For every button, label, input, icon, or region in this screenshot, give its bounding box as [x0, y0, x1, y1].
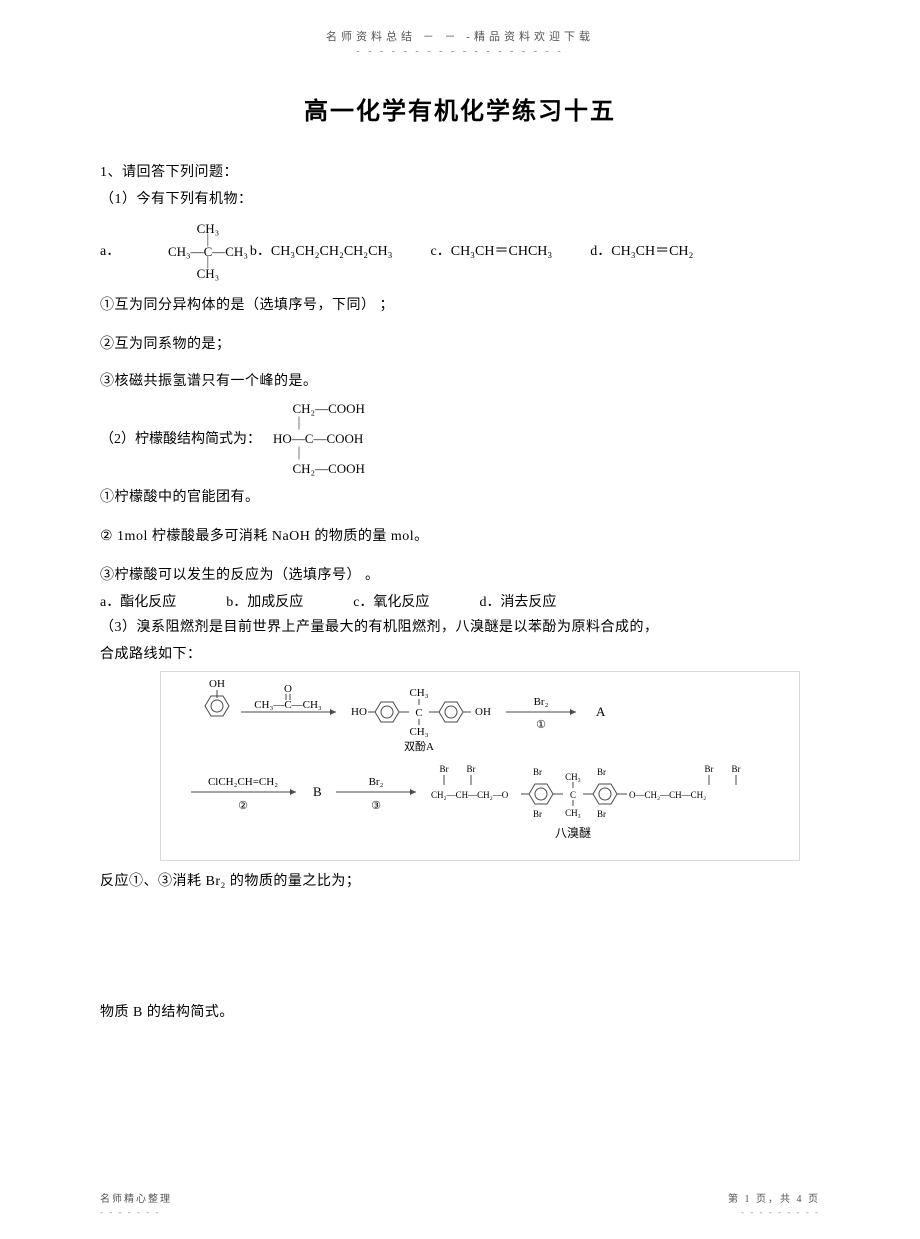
q-br: 反应①、③消耗 Br₂ 的物质的量之比为；: [100, 871, 820, 892]
opt-c: c．氧化反应: [353, 592, 429, 613]
opt-b: b．CH₃CH₂CH₂CH₂CH₃: [250, 241, 393, 262]
opt-d: d．消去反应: [479, 592, 556, 613]
q1-p1: （1）今有下列有机物：: [100, 189, 820, 210]
p3-l1: （3）溴系阻燃剂是目前世界上产量最大的有机阻燃剂，八溴醚是以苯酚为原料合成的，: [100, 617, 820, 638]
product-a: A: [596, 704, 606, 719]
header-dashes: - - - - - - - - - - - - - - - - - -: [100, 46, 820, 57]
br-3: Br: [533, 767, 542, 777]
p2-options: a．酯化反应 b．加成反应 c．氧化反应 d．消去反应: [100, 592, 820, 613]
mid-ch3-t: CH₃: [565, 772, 581, 782]
br-6: Br: [597, 809, 606, 819]
br-5: Br: [597, 767, 606, 777]
reagent2: ClCH₂CH=CH₂: [208, 776, 278, 788]
br-1: Br: [440, 764, 449, 774]
footer-left: 名师精心整理: [100, 1190, 172, 1205]
footer-right: 第 1 页，共 4 页: [728, 1190, 820, 1205]
citric-row: （2）柠檬酸结构简式为： CH₂—COOH ｜ HO—C—COOH ｜ CH₂—…: [100, 402, 820, 477]
footer-right-dash: - - - - - - - - -: [741, 1207, 820, 1217]
oh-right: OH: [475, 706, 491, 718]
header-text: 名师资料总结 － － -精品资料欢迎下载: [100, 28, 820, 44]
acetone-o: O: [284, 683, 292, 695]
q1-sub3: ③核磁共振氢谱只有一个峰的是。: [100, 371, 820, 392]
citric-structure: CH₂—COOH ｜ HO—C—COOH ｜ CH₂—COOH: [273, 402, 365, 477]
struct-a-bot: CH₃: [168, 267, 248, 281]
opt-a-label: a．: [100, 241, 114, 262]
reaction-scheme: OH O CH₃—C—CH₃ HO CH₃ C CH₃: [160, 671, 800, 861]
br2-3: Br₂: [369, 776, 384, 788]
ho-left: HO: [351, 706, 367, 718]
circle3: ③: [371, 800, 381, 812]
bp-ch3-top: CH₃: [409, 687, 428, 699]
br2-1: Br₂: [534, 696, 549, 708]
left-chain: CH₂—CH—CH₂—O: [431, 790, 509, 800]
page-title: 高一化学有机化学练习十五: [100, 91, 820, 126]
citric-l1: CH₂—COOH: [293, 401, 365, 416]
br-7: Br: [705, 764, 714, 774]
q1-prompt: 1、请回答下列问题：: [100, 162, 820, 183]
opt-c: c．CH₃CH＝CHCH₃: [431, 241, 553, 262]
q1-sub2: ②互为同系物的是；: [100, 334, 820, 355]
br-2: Br: [467, 764, 476, 774]
p2-sub3: ③柠檬酸可以发生的反应为（选填序号） 。: [100, 565, 820, 586]
mid-c: C: [570, 790, 576, 800]
p3-l2: 合成路线如下：: [100, 644, 820, 665]
bp-c: C: [415, 707, 422, 719]
q1-sub1: ①互为同分异构体的是（选填序号，下同） ；: [100, 295, 820, 316]
q-b: 物质 B 的结构简式。: [100, 1002, 820, 1023]
circle1: ①: [536, 719, 546, 731]
phenol-oh: OH: [209, 678, 225, 690]
footer-left-dash: - - - - - - -: [100, 1207, 160, 1217]
right-chain: O—CH₂—CH—CH₂: [629, 790, 706, 800]
p2-label: （2）柠檬酸结构简式为：: [100, 429, 261, 450]
bisphenol-label: 双酚A: [404, 739, 434, 753]
br-8: Br: [732, 764, 741, 774]
p2-sub2: ② 1mol 柠檬酸最多可消耗 NaOH 的物质的量 mol。: [100, 526, 820, 547]
opt-b: b．加成反应: [226, 592, 303, 613]
structures-row: a． CH₃ ｜ CH₃—C—CH₃ ｜ CH₃ b．CH₃CH₂CH₂CH₂C…: [100, 222, 820, 281]
struct-a: CH₃ ｜ CH₃—C—CH₃ ｜ CH₃: [168, 222, 248, 281]
opt-d: d．CH₃CH＝CH₂: [590, 241, 693, 262]
intermediate-b: B: [313, 784, 322, 799]
opt-a: a．酯化反应: [100, 592, 176, 613]
product-label: 八溴醚: [555, 826, 591, 840]
citric-l3: CH₂—COOH: [293, 461, 365, 476]
br-4: Br: [533, 809, 542, 819]
p2-sub1: ①柠檬酸中的官能团有。: [100, 487, 820, 508]
citric-l2: HO—C—COOH: [273, 431, 363, 446]
bp-ch3-bot: CH₃: [409, 726, 428, 738]
content-body: 1、请回答下列问题： （1）今有下列有机物： a． CH₃ ｜ CH₃—C—CH…: [100, 162, 820, 1023]
acetone: CH₃—C—CH₃: [254, 699, 322, 711]
circle2: ②: [238, 800, 248, 812]
mid-ch3-b: CH₃: [565, 808, 581, 818]
